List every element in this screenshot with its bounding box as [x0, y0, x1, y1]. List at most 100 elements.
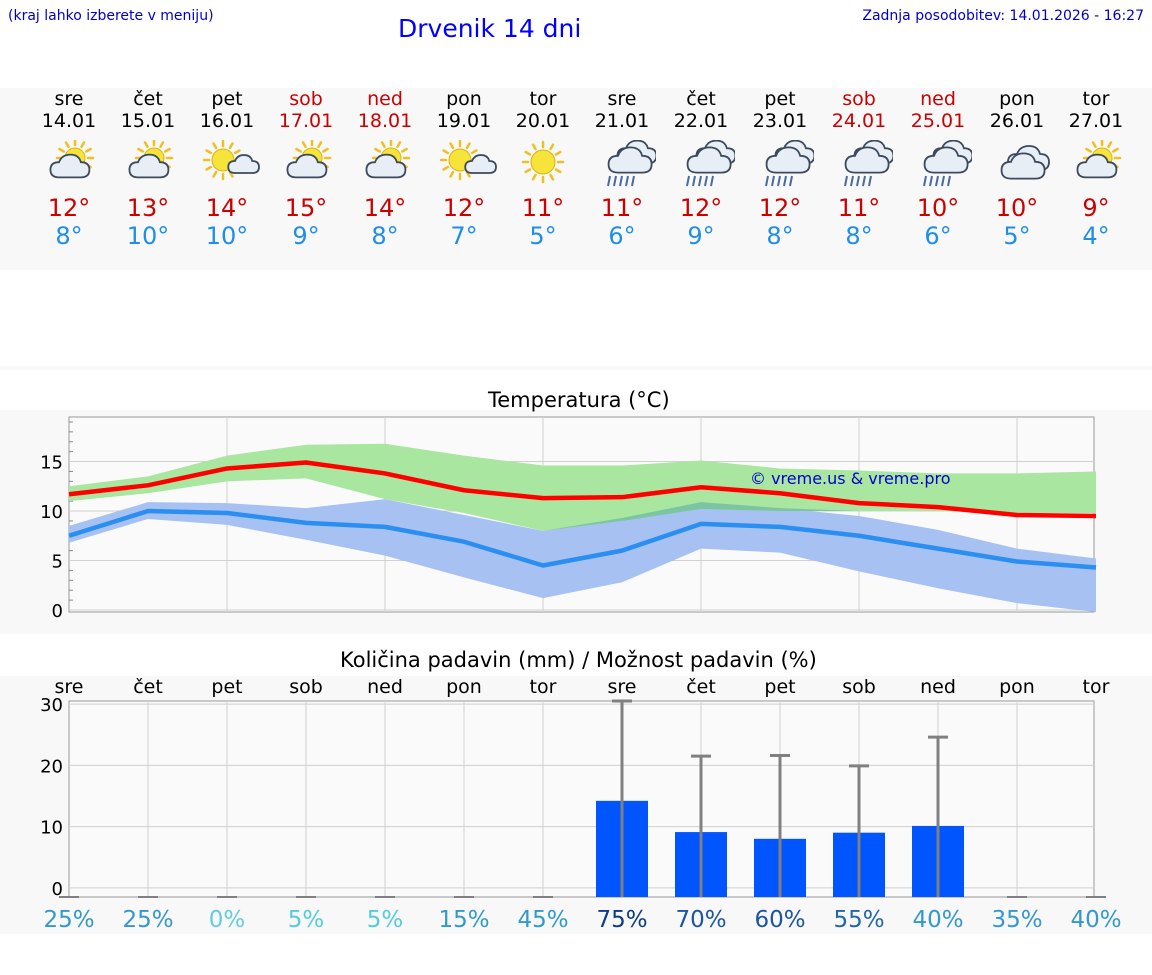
temp-min: 6°	[924, 222, 952, 250]
precip-chance: 5%	[367, 907, 404, 933]
y-tick-label: 20	[40, 756, 63, 777]
temp-min: 10°	[126, 222, 170, 250]
page-title: Drvenik 14 dni	[398, 14, 582, 43]
rain-cloud-icon	[923, 140, 972, 187]
day-name: čet	[686, 88, 716, 110]
x-tick-label: pet	[211, 676, 242, 698]
day-name: pon	[446, 88, 482, 110]
day-date: 16.01	[199, 110, 255, 132]
y-tick-label: 0	[52, 601, 63, 622]
last-updated: Zadnja posodobitev: 14.01.2026 - 16:27	[862, 8, 1144, 24]
day-date: 20.01	[515, 110, 571, 132]
day-date: 14.01	[41, 110, 97, 132]
sunny-icon	[521, 140, 565, 184]
day-column: sob 24.01 11° 8°	[819, 88, 899, 250]
day-date: 18.01	[357, 110, 413, 132]
temp-max: 10°	[916, 194, 960, 222]
y-tick-label: 5	[52, 552, 63, 573]
precip-chance: 35%	[991, 907, 1042, 933]
temp-min: 10°	[205, 222, 249, 250]
temp-min: 8°	[371, 222, 399, 250]
temp-max: 12°	[442, 194, 486, 222]
partly-cloudy-sun-icon	[49, 140, 95, 179]
day-column: sre 14.01 12° 8°	[29, 88, 109, 250]
precip-chance: 60%	[754, 907, 805, 933]
day-name: sre	[607, 88, 637, 110]
day-name: pet	[211, 88, 243, 110]
temp-min: 8°	[766, 222, 794, 250]
temp-max: 9°	[1082, 194, 1110, 222]
precip-chance: 40%	[1070, 907, 1121, 933]
x-tick-label: ned	[367, 676, 403, 698]
day-name: sob	[842, 88, 876, 110]
x-tick-label: čet	[133, 676, 163, 698]
day-name: čet	[133, 88, 163, 110]
x-tick-label: pon	[446, 676, 482, 698]
partly-cloudy-sun-icon	[128, 140, 174, 179]
x-tick-label: sob	[289, 676, 323, 698]
day-name: ned	[920, 88, 956, 110]
watermark: © vreme.us & vreme.pro	[750, 469, 951, 488]
temp-max: 13°	[126, 194, 170, 222]
y-tick-label: 10	[40, 818, 63, 839]
temp-min: 5°	[1003, 222, 1031, 250]
divider	[0, 366, 1152, 370]
y-tick-label: 10	[40, 502, 63, 523]
min-temp-line	[68, 508, 1097, 570]
day-column: ned 25.01 10° 6°	[898, 88, 978, 250]
temp-min: 5°	[529, 222, 557, 250]
temp-min: 9°	[687, 222, 715, 250]
temp-max: 15°	[284, 194, 328, 222]
day-column: pet 23.01 12° 8°	[740, 88, 820, 250]
x-tick-label: sob	[842, 676, 876, 698]
day-name: pon	[999, 88, 1035, 110]
day-name: ned	[367, 88, 403, 110]
day-date: 24.01	[831, 110, 887, 132]
day-column: pet 16.01 14° 10°	[187, 88, 267, 250]
precip-chance: 75%	[596, 907, 647, 933]
max-temp-line	[68, 460, 1097, 519]
y-tick-label: 30	[40, 695, 63, 716]
temp-max: 14°	[363, 194, 407, 222]
temp-min: 4°	[1082, 222, 1110, 250]
day-column: pon 26.01 10° 5°	[977, 88, 1057, 250]
day-date: 27.01	[1068, 110, 1124, 132]
partly-cloudy-sun-icon	[286, 140, 332, 179]
precip-chart-title: Količina padavin (mm) / Možnost padavin …	[340, 648, 817, 672]
y-tick-label: 0	[52, 879, 63, 900]
day-column: tor 20.01 11° 5°	[503, 88, 583, 250]
temp-max: 11°	[521, 194, 565, 222]
temp-min: 9°	[292, 222, 320, 250]
mostly-sunny-icon	[202, 140, 260, 181]
day-column: čet 22.01 12° 9°	[661, 88, 741, 250]
forecast-strip-bg	[0, 88, 1152, 270]
temp-max: 11°	[837, 194, 881, 222]
temp-max: 11°	[600, 194, 644, 222]
temp-min: 6°	[608, 222, 636, 250]
x-tick-label: tor	[530, 676, 557, 698]
temp-min: 8°	[845, 222, 873, 250]
temp-max: 12°	[758, 194, 802, 222]
day-date: 26.01	[989, 110, 1045, 132]
day-column: pon 19.01 12° 7°	[424, 88, 504, 250]
precip-chance: 15%	[438, 907, 489, 933]
day-column: sob 17.01 15° 9°	[266, 88, 346, 250]
y-tick-label: 15	[40, 453, 63, 474]
temp-min: 7°	[450, 222, 478, 250]
day-name: pet	[764, 88, 796, 110]
x-tick-label: pon	[999, 676, 1035, 698]
x-tick-label: tor	[1083, 676, 1110, 698]
day-date: 15.01	[120, 110, 176, 132]
day-column: tor 27.01 9° 4°	[1056, 88, 1136, 250]
partly-cloudy-sun-icon	[1076, 140, 1122, 179]
day-date: 23.01	[752, 110, 808, 132]
temp-max: 10°	[995, 194, 1039, 222]
day-column: sre 21.01 11° 6°	[582, 88, 662, 250]
day-column: čet 15.01 13° 10°	[108, 88, 188, 250]
precip-chance: 70%	[675, 907, 726, 933]
rain-cloud-icon	[844, 140, 893, 187]
rain-cloud-icon	[607, 140, 656, 187]
day-date: 17.01	[278, 110, 334, 132]
temp-max: 12°	[679, 194, 723, 222]
